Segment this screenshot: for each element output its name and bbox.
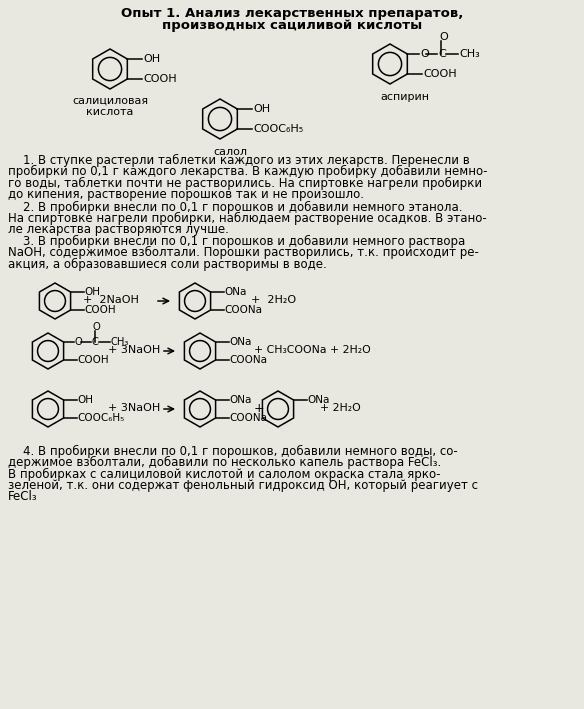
Text: 1. В ступке растерли таблетки каждого из этих лекарств. Перенесли в: 1. В ступке растерли таблетки каждого из… [8, 153, 470, 167]
Text: COOC₆H₅: COOC₆H₅ [253, 124, 304, 134]
Text: C: C [92, 337, 99, 347]
Text: го воды, таблетки почти не растворились. На спиртовке нагрели пробирки: го воды, таблетки почти не растворились.… [8, 177, 482, 189]
Text: 2. В пробирки внесли по 0,1 г порошков и добавили немного этанола.: 2. В пробирки внесли по 0,1 г порошков и… [8, 201, 463, 213]
Text: O: O [75, 337, 82, 347]
Text: +: + [254, 401, 265, 415]
Text: салициловая: салициловая [72, 96, 148, 106]
Text: + 2H₂O: + 2H₂O [320, 403, 361, 413]
Text: ле лекарства растворяются лучше.: ле лекарства растворяются лучше. [8, 223, 229, 237]
Text: На спиртовке нагрели пробирки, наблюдаем растворение осадков. В этано-: На спиртовке нагрели пробирки, наблюдаем… [8, 212, 486, 225]
Text: кислота: кислота [86, 107, 134, 117]
Text: 3. В пробирки внесли по 0,1 г порошков и добавили немного раствора: 3. В пробирки внесли по 0,1 г порошков и… [8, 235, 465, 247]
Text: ONa: ONa [225, 287, 247, 297]
Text: держимое взболтали, добавили по несколько капель раствора FeCl₃.: держимое взболтали, добавили по нескольк… [8, 456, 442, 469]
Text: ONa: ONa [230, 395, 252, 405]
Text: + CH₃COONa + 2H₂O: + CH₃COONa + 2H₂O [254, 345, 371, 355]
Text: пробирки по 0,1 г каждого лекарства. В каждую пробирку добавили немно-: пробирки по 0,1 г каждого лекарства. В к… [8, 165, 488, 178]
Text: COOH: COOH [423, 69, 457, 79]
Text: COONa: COONa [230, 355, 267, 365]
Text: FeCl₃: FeCl₃ [8, 491, 37, 503]
Text: O: O [93, 322, 100, 332]
Text: + 3NaOH: + 3NaOH [108, 403, 160, 413]
Text: OH: OH [85, 287, 100, 297]
Text: COONa: COONa [225, 305, 263, 315]
Text: OH: OH [253, 104, 270, 114]
Text: COONa: COONa [230, 413, 267, 423]
Text: ONa: ONa [230, 337, 252, 347]
Text: 4. В пробирки внесли по 0,1 г порошков, добавили немного воды, со-: 4. В пробирки внесли по 0,1 г порошков, … [8, 445, 458, 457]
Text: акция, а образовавшиеся соли растворимы в воде.: акция, а образовавшиеся соли растворимы … [8, 257, 327, 271]
Text: салол: салол [213, 147, 247, 157]
Text: +  2H₂O: + 2H₂O [251, 295, 296, 305]
Text: O: O [420, 49, 429, 59]
Text: аспирин: аспирин [381, 92, 429, 102]
Text: COOH: COOH [85, 305, 116, 315]
Text: +  2NaOH: + 2NaOH [83, 295, 139, 305]
Text: COOH: COOH [143, 74, 177, 84]
Text: зеленой, т.к. они содержат фенольный гидроксид ОН, который реагиует с: зеленой, т.к. они содержат фенольный гид… [8, 479, 478, 492]
Text: ONa: ONa [308, 395, 330, 405]
Text: CH₃: CH₃ [460, 49, 480, 59]
Text: до кипения, растворение порошков так и не произошло.: до кипения, растворение порошков так и н… [8, 188, 364, 201]
Text: C: C [439, 49, 446, 59]
Text: COOH: COOH [78, 355, 109, 365]
Text: + 3NaOH: + 3NaOH [108, 345, 160, 355]
Text: OH: OH [78, 395, 93, 405]
Text: COOC₆H₅: COOC₆H₅ [78, 413, 125, 423]
Text: O: O [439, 32, 448, 42]
Text: производных сациливой кислоты: производных сациливой кислоты [162, 20, 422, 33]
Text: Опыт 1. Анализ лекарственных препаратов,: Опыт 1. Анализ лекарственных препаратов, [121, 8, 463, 21]
Text: CH₃: CH₃ [110, 337, 129, 347]
Text: В пробирках с салициловой кислотой и салолом окраска стала ярко-: В пробирках с салициловой кислотой и сал… [8, 467, 440, 481]
Text: NaOH, содержимое взболтали. Порошки растворились, т.к. происходит ре-: NaOH, содержимое взболтали. Порошки раст… [8, 246, 479, 259]
Text: OH: OH [143, 54, 161, 64]
